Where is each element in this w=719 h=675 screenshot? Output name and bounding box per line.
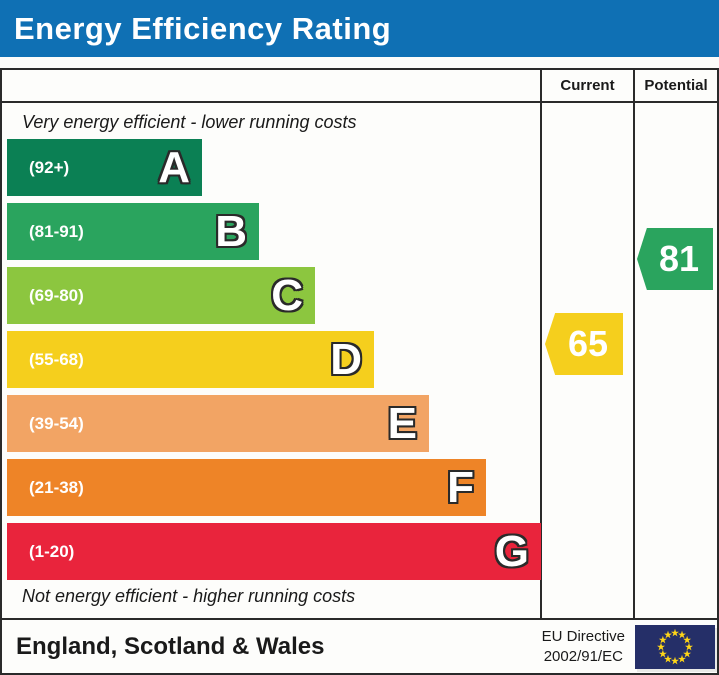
band-d-letter: D xyxy=(330,334,362,384)
footer: England, Scotland & Wales EU Directive 2… xyxy=(0,620,719,675)
current-rating-arrow: 65 xyxy=(545,313,623,375)
potential-rating-arrow: 81 xyxy=(637,228,713,290)
band-c-letter: C xyxy=(271,270,303,320)
chart-title: Energy Efficiency Rating xyxy=(14,10,392,46)
band-f: (21-38) F xyxy=(7,459,486,516)
eu-directive-label: EU Directive 2002/91/EC xyxy=(542,627,625,667)
column-divider xyxy=(540,70,542,618)
band-e: (39-54) E xyxy=(7,395,429,452)
band-f-range: (21-38) xyxy=(29,477,84,497)
band-g: (1-20) G xyxy=(7,523,541,580)
band-d-range: (55-68) xyxy=(29,349,84,369)
top-note: Very energy efficient - lower running co… xyxy=(22,112,357,132)
bottom-note: Not energy efficient - higher running co… xyxy=(22,586,356,606)
band-a: (92+) A xyxy=(7,139,202,196)
potential-rating-value: 81 xyxy=(658,238,700,279)
band-c-range: (69-80) xyxy=(29,285,84,305)
band-g-range: (1-20) xyxy=(29,541,75,561)
band-b-range: (81-91) xyxy=(29,221,84,241)
band-c: (69-80) C xyxy=(7,267,315,324)
band-f-letter: F xyxy=(447,462,474,512)
band-g-letter: G xyxy=(494,526,529,576)
current-rating-value: 65 xyxy=(567,323,609,364)
potential-column-header: Potential xyxy=(644,77,708,94)
column-divider xyxy=(633,70,635,618)
eu-directive-line1: EU Directive xyxy=(541,627,625,645)
band-a-range: (92+) xyxy=(29,157,70,177)
chart-title-bar: Energy Efficiency Rating xyxy=(0,0,719,57)
band-a-letter: A xyxy=(158,142,190,192)
band-b: (81-91) B xyxy=(7,203,259,260)
eu-flag-icon xyxy=(635,624,715,669)
band-e-letter: E xyxy=(387,398,417,448)
header-row-divider xyxy=(2,101,717,103)
band-b-letter: B xyxy=(215,206,247,256)
eu-directive-line2: 2002/91/EC xyxy=(543,647,623,665)
current-column-header: Current xyxy=(560,77,615,94)
band-d: (55-68) D xyxy=(7,331,374,388)
region-label: England, Scotland & Wales xyxy=(16,632,325,660)
band-e-range: (39-54) xyxy=(29,413,84,433)
rating-table: Current Potential Very energy efficient … xyxy=(0,68,719,620)
